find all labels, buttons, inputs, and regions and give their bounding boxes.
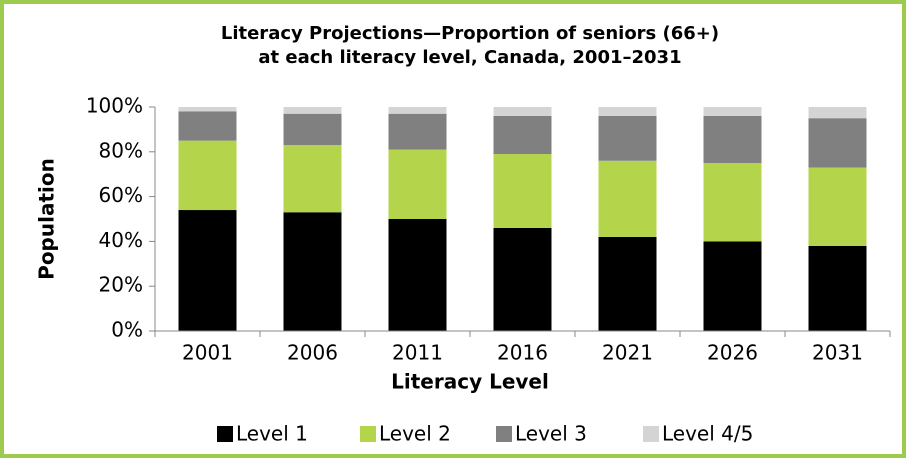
x-axis-title: Literacy Level: [391, 370, 549, 394]
bar-segment: [388, 107, 447, 114]
bar-segment: [283, 145, 342, 213]
bar-segment: [178, 111, 237, 141]
legend-label: Level 1: [236, 422, 308, 446]
bar-segment: [388, 149, 447, 219]
bar-segment: [703, 107, 762, 116]
legend-label: Level 3: [515, 422, 587, 446]
bar-segment: [598, 160, 657, 237]
legend-swatch: [496, 426, 512, 442]
x-tick-label: 2021: [602, 341, 653, 365]
bar-segment: [283, 113, 342, 146]
legend-swatch: [643, 426, 659, 442]
x-tick-label: 2006: [287, 341, 338, 365]
y-tick-label: 0%: [111, 318, 143, 342]
bar-segment: [598, 107, 657, 116]
x-tick-label: 2031: [812, 341, 863, 365]
x-tick-label: 2016: [497, 341, 548, 365]
bar-segment: [283, 107, 342, 114]
y-tick-label: 60%: [99, 183, 143, 207]
bar-segment: [493, 115, 552, 155]
y-tick-label: 80%: [99, 138, 143, 162]
legend-swatch: [360, 426, 376, 442]
bar-segment: [808, 245, 867, 331]
bar-segment: [703, 163, 762, 242]
bar-segment: [598, 115, 657, 161]
y-tick-label: 40%: [99, 228, 143, 252]
legend-label: Level 4/5: [662, 422, 753, 446]
bar-segment: [388, 219, 447, 331]
x-tick-label: 2011: [392, 341, 443, 365]
bar-segment: [808, 167, 867, 246]
bar-segment: [493, 227, 552, 331]
bar-segment: [283, 212, 342, 331]
y-tick-label: 20%: [99, 273, 143, 297]
bar-segment: [703, 115, 762, 163]
bar-segment: [598, 236, 657, 331]
chart-title: Literacy Projections—Proportion of senio…: [221, 23, 719, 44]
chart-title: at each literacy level, Canada, 2001–203…: [258, 47, 681, 68]
bar-segment: [178, 210, 237, 331]
bar-segment: [178, 107, 237, 112]
bar-segment: [808, 118, 867, 168]
x-tick-label: 2026: [707, 341, 758, 365]
y-axis-title: Population: [35, 158, 59, 280]
bar-segment: [178, 140, 237, 211]
y-tick-label: 100%: [86, 94, 143, 118]
legend-swatch: [217, 426, 233, 442]
bar-segment: [493, 154, 552, 228]
legend-label: Level 2: [379, 422, 451, 446]
bar-segment: [493, 107, 552, 116]
bar-segment: [808, 107, 867, 119]
bar-segment: [388, 113, 447, 150]
x-tick-label: 2001: [182, 341, 233, 365]
bar-segment: [703, 241, 762, 331]
